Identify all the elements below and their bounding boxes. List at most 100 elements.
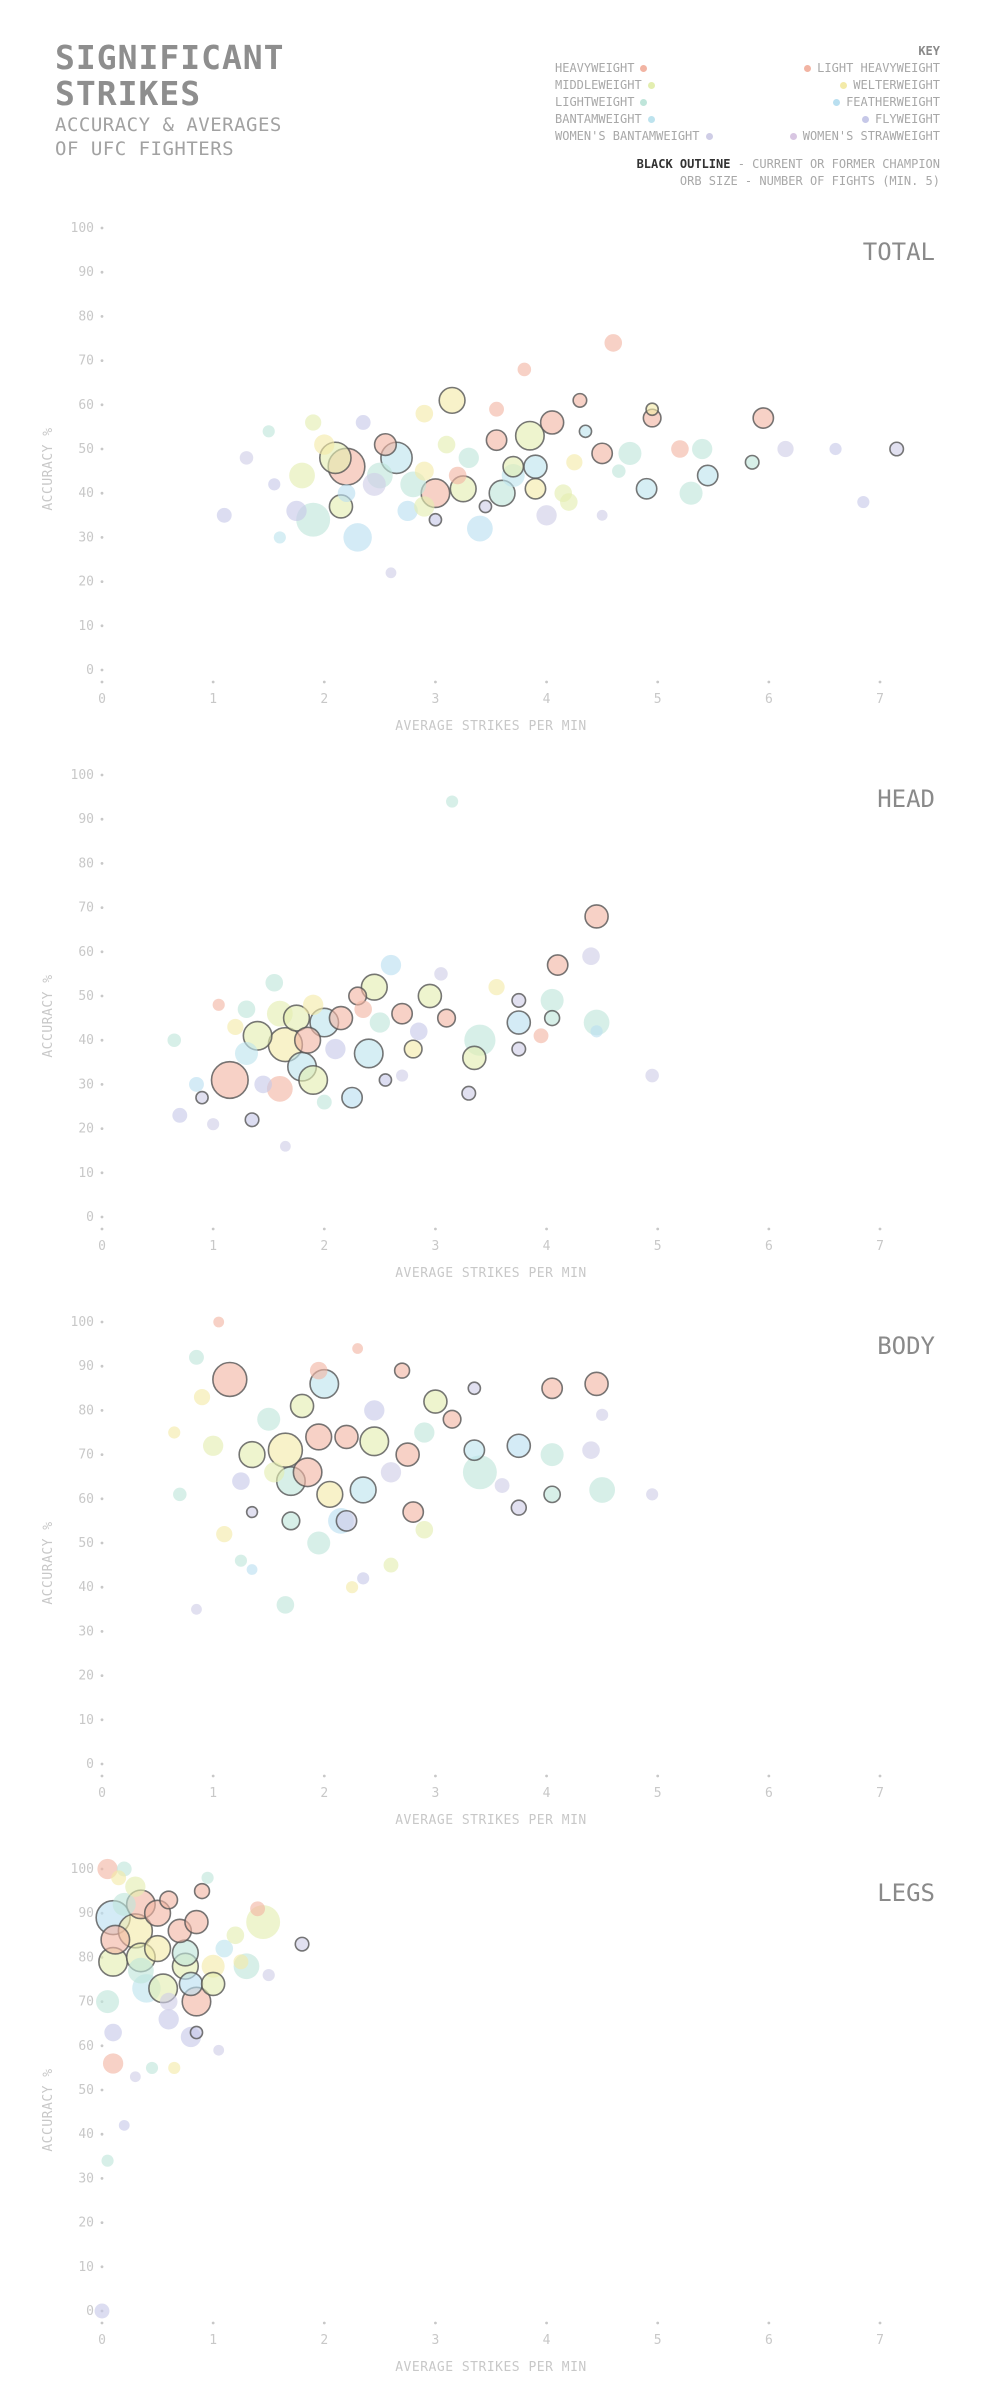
fighter-orb — [202, 1435, 224, 1456]
fighter-orb — [128, 1957, 154, 1984]
x-tick-mark — [878, 2321, 882, 2325]
fighter-orb — [316, 1094, 332, 1110]
champion-fighter-orb — [403, 1039, 423, 1059]
fighter-orb — [343, 523, 372, 552]
champion-fighter-orb — [200, 1971, 226, 1997]
y-tick-mark — [100, 1409, 104, 1412]
x-tick-label: 4 — [543, 1786, 551, 1801]
x-axis-label: AVERAGE STRIKES PER MIN — [395, 719, 587, 734]
x-tick-mark — [211, 680, 215, 684]
champion-fighter-orb — [184, 1909, 209, 1935]
y-tick-label: 60 — [78, 2039, 94, 2054]
champion-fighter-orb — [523, 454, 548, 479]
fighter-orb — [645, 1068, 659, 1083]
y-axis-label: ACCURACY % — [41, 1521, 56, 1604]
fighter-orb — [167, 1033, 182, 1047]
y-tick-label: 90 — [78, 1906, 94, 1921]
fighter-orb — [396, 1069, 409, 1082]
fighter-orb — [266, 1075, 293, 1102]
x-tick-label: 2 — [320, 1239, 328, 1254]
legend-swatch — [833, 99, 841, 106]
x-tick-label: 0 — [98, 1786, 106, 1801]
fighter-orb — [145, 2061, 159, 2074]
fighter-orb — [352, 1343, 364, 1354]
y-tick-mark — [100, 1630, 104, 1633]
y-tick-mark — [100, 580, 104, 583]
y-tick-mark — [100, 1718, 104, 1722]
page-title: SIGNIFICANT STRIKES — [55, 40, 285, 112]
y-tick-mark — [100, 1364, 104, 1368]
legend-swatch — [640, 99, 648, 106]
x-tick-mark — [878, 1774, 882, 1778]
champion-fighter-orb — [393, 1362, 411, 1379]
y-tick-mark — [100, 491, 104, 495]
fighter-orb — [307, 1531, 331, 1555]
x-tick-label: 1 — [209, 692, 217, 707]
champion-fighter-orb — [395, 1442, 420, 1467]
fighter-orb — [212, 998, 225, 1011]
champion-fighter-orb — [478, 499, 493, 514]
champion-fighter-orb — [305, 1423, 333, 1451]
y-tick-mark — [100, 1497, 104, 1501]
y-tick-label: 30 — [78, 1624, 94, 1639]
x-tick-mark — [545, 680, 548, 684]
x-tick-label: 5 — [654, 2333, 662, 2348]
fighter-orb — [168, 1426, 181, 1439]
legend-item-heavyweight: HEAVYWEIGHT — [555, 61, 653, 75]
fighter-orb — [254, 1075, 272, 1094]
legend: KEY HEAVYWEIGHT LIGHT HEAVYWEIGHT MIDDLE… — [540, 44, 940, 194]
fighter-orb — [560, 493, 578, 511]
legend-swatch — [789, 133, 797, 140]
y-axis-label: ACCURACY % — [41, 974, 56, 1057]
legend-label: FLYWEIGHT — [874, 112, 940, 126]
title-line-2: STRIKES — [55, 74, 202, 113]
x-tick-mark — [322, 680, 326, 684]
fighter-orb — [226, 1926, 245, 1945]
champion-fighter-orb — [171, 1939, 200, 1967]
x-tick-label: 6 — [765, 1786, 773, 1801]
champion-fighter-orb — [402, 1501, 425, 1524]
fighter-orb — [112, 1892, 136, 1916]
fighter-orb — [337, 484, 356, 503]
y-tick-mark — [100, 2044, 104, 2048]
x-tick-mark — [767, 1227, 771, 1231]
champion-fighter-orb — [744, 454, 760, 470]
fighter-orb — [111, 1870, 127, 1886]
champion-fighter-orb — [189, 2025, 204, 2040]
x-tick-mark — [434, 680, 437, 684]
y-tick-mark — [100, 817, 104, 821]
y-tick-label: 40 — [78, 1033, 94, 1048]
x-tick-label: 7 — [876, 1786, 884, 1801]
y-tick-label: 40 — [78, 486, 94, 501]
fighter-orb — [646, 1488, 659, 1501]
fighter-orb — [385, 567, 397, 579]
y-tick-label: 100 — [71, 1315, 94, 1330]
champion-fighter-orb — [100, 1924, 131, 1955]
champion-fighter-orb — [289, 1393, 315, 1419]
fighter-orb — [857, 495, 870, 509]
fighter-orb — [273, 531, 286, 544]
champion-note-text: - CURRENT OR FORMER CHAMPION — [730, 157, 940, 171]
fighter-orb — [369, 1012, 391, 1033]
fighter-orb — [268, 478, 281, 491]
x-tick-label: 0 — [98, 2333, 106, 2348]
chart-legs: LEGS 0 10 20 30 40 50 60 70 80 90 100 0 1 2 3 4 5 6 7 AVERAG… — [0, 1851, 1000, 2391]
subtitle-line-1: ACCURACY & AVERAGES — [55, 114, 282, 136]
champion-fighter-orb — [543, 1009, 561, 1027]
legend-item-womens-bantamweight: WOMEN'S BANTAMWEIGHT — [555, 129, 719, 143]
champion-fighter-orb — [245, 1505, 259, 1519]
y-tick-label: 10 — [78, 2260, 94, 2275]
champion-fighter-orb — [360, 973, 388, 1001]
fighter-orb — [104, 2023, 122, 2042]
legend-label: LIGHTWEIGHT — [555, 95, 635, 109]
fighter-orb — [233, 1954, 249, 1970]
champion-fighter-orb — [463, 1439, 486, 1462]
y-tick-mark — [100, 403, 104, 407]
fighter-orb — [309, 1361, 328, 1380]
fighter-orb — [692, 438, 713, 460]
legend-item-womens-strawweight: WOMEN'S STRAWWEIGHT — [784, 129, 940, 143]
x-tick-label: 1 — [209, 1239, 217, 1254]
fighter-orb — [380, 1462, 402, 1483]
champion-fighter-orb — [488, 479, 516, 507]
y-tick-label: 40 — [78, 1580, 94, 1595]
